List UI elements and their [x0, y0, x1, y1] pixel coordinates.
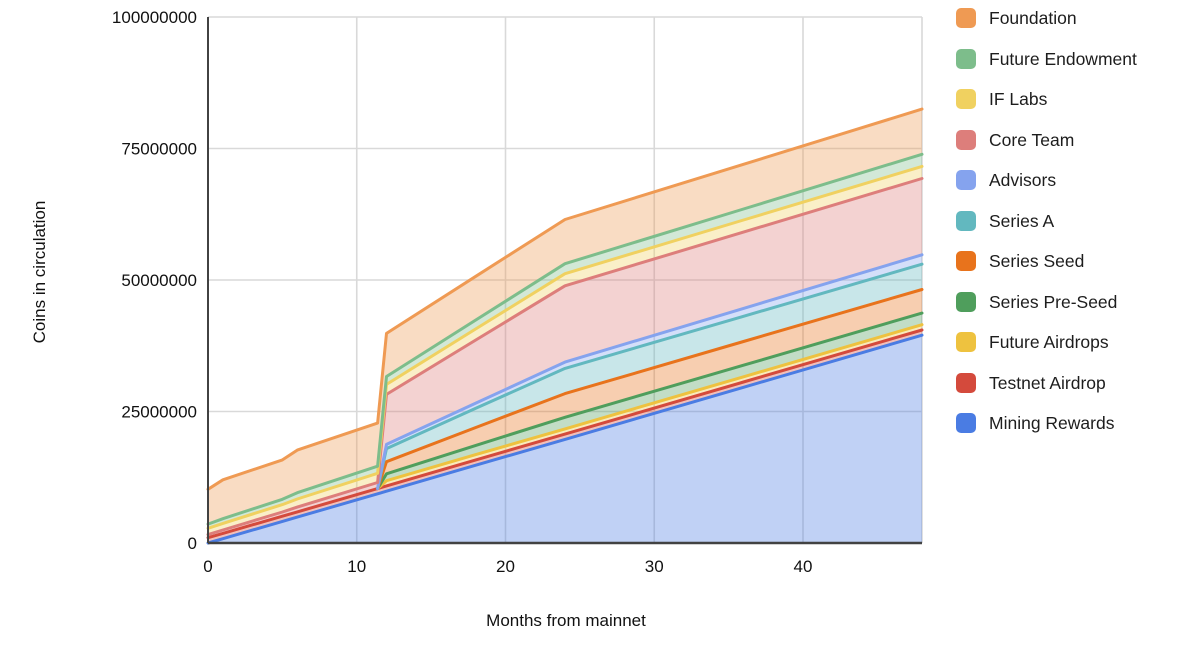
legend-label: Mining Rewards — [989, 413, 1115, 433]
legend-item-future-airdrops: Future Airdrops — [956, 332, 1137, 352]
legend-swatch-core-team — [956, 129, 976, 150]
legend-label: Future Endowment — [989, 48, 1137, 69]
y-axis-title: Coins in circulation — [30, 200, 49, 344]
legend-item-if-labs: IF Labs — [956, 89, 1137, 109]
legend-swatch-series-a — [956, 210, 976, 231]
legend-swatch-series-pre-seed — [956, 291, 976, 312]
legend-swatch-if-labs — [956, 89, 976, 109]
line-advisors — [376, 253, 924, 491]
series-lines — [206, 107, 924, 545]
area-foundation — [208, 109, 922, 525]
chart-legend: Foundation Future Endowment IF Labs Core Te… — [956, 8, 1137, 433]
legend-label: IF Labs — [989, 89, 1048, 109]
legend-item-series-a: Series A — [956, 210, 1137, 231]
x-axis-title: Months from mainnet — [486, 611, 646, 630]
x-tick-label: 20 — [496, 557, 515, 576]
legend-label: Series Pre-Seed — [989, 291, 1118, 312]
legend-label: Advisors — [989, 170, 1057, 190]
line-future-airdrops — [376, 323, 924, 491]
legend-label: Future Airdrops — [989, 332, 1109, 352]
line-foundation — [206, 107, 924, 491]
x-tick-label: 0 — [203, 557, 212, 576]
line-series-pre-seed — [376, 311, 924, 491]
area-mining-rewards — [208, 335, 922, 543]
line-testnet-airdrop — [206, 328, 924, 540]
legend-label: Series Seed — [989, 251, 1085, 271]
line-future-endowment — [206, 152, 924, 526]
x-tick-label: 40 — [794, 557, 813, 576]
x-tick-label: 30 — [645, 557, 664, 576]
legend-swatch-advisors — [956, 170, 976, 190]
y-tick-label: 75000000 — [121, 140, 197, 159]
area-series-seed — [208, 289, 922, 538]
legend-item-future-endowment: Future Endowment — [956, 48, 1137, 69]
y-tick-label: 50000000 — [121, 271, 197, 290]
legend-item-foundation: Foundation — [956, 8, 1137, 28]
legend-label: Series A — [989, 210, 1055, 231]
legend-swatch-future-airdrops — [956, 332, 976, 352]
legend-swatch-future-endowment — [956, 48, 976, 69]
axes — [207, 17, 922, 545]
tick-labels: 0 25000000 50000000 75000000 100000000 0 10 20 3… — [112, 8, 813, 576]
line-mining-rewards — [206, 333, 924, 545]
legend-swatch-mining-rewards — [956, 413, 976, 433]
legend-swatch-foundation — [956, 8, 976, 28]
y-tick-label: 25000000 — [121, 403, 197, 422]
area-series-pre-seed — [208, 313, 922, 538]
legend-item-series-pre-seed: Series Pre-Seed — [956, 291, 1137, 312]
legend-item-mining-rewards: Mining Rewards — [956, 413, 1137, 433]
legend-item-series-seed: Series Seed — [956, 251, 1137, 271]
legend-label: Foundation — [989, 8, 1077, 28]
area-core-team — [208, 178, 922, 538]
area-advisors — [208, 254, 922, 538]
area-fills — [208, 109, 922, 543]
legend-label: Testnet Airdrop — [989, 372, 1106, 393]
legend-swatch-testnet-airdrop — [956, 372, 976, 393]
gridlines — [208, 16, 923, 543]
legend-swatch-series-seed — [956, 251, 976, 271]
legend-item-advisors: Advisors — [956, 170, 1137, 190]
legend-label: Core Team — [989, 129, 1075, 150]
legend-item-testnet-airdrop: Testnet Airdrop — [956, 372, 1137, 393]
x-tick-label: 10 — [347, 557, 366, 576]
legend-item-core-team: Core Team — [956, 129, 1137, 150]
y-tick-label: 100000000 — [112, 8, 197, 27]
line-series-seed — [376, 288, 924, 491]
area-series-a — [208, 264, 922, 538]
y-tick-label: 0 — [188, 534, 197, 553]
